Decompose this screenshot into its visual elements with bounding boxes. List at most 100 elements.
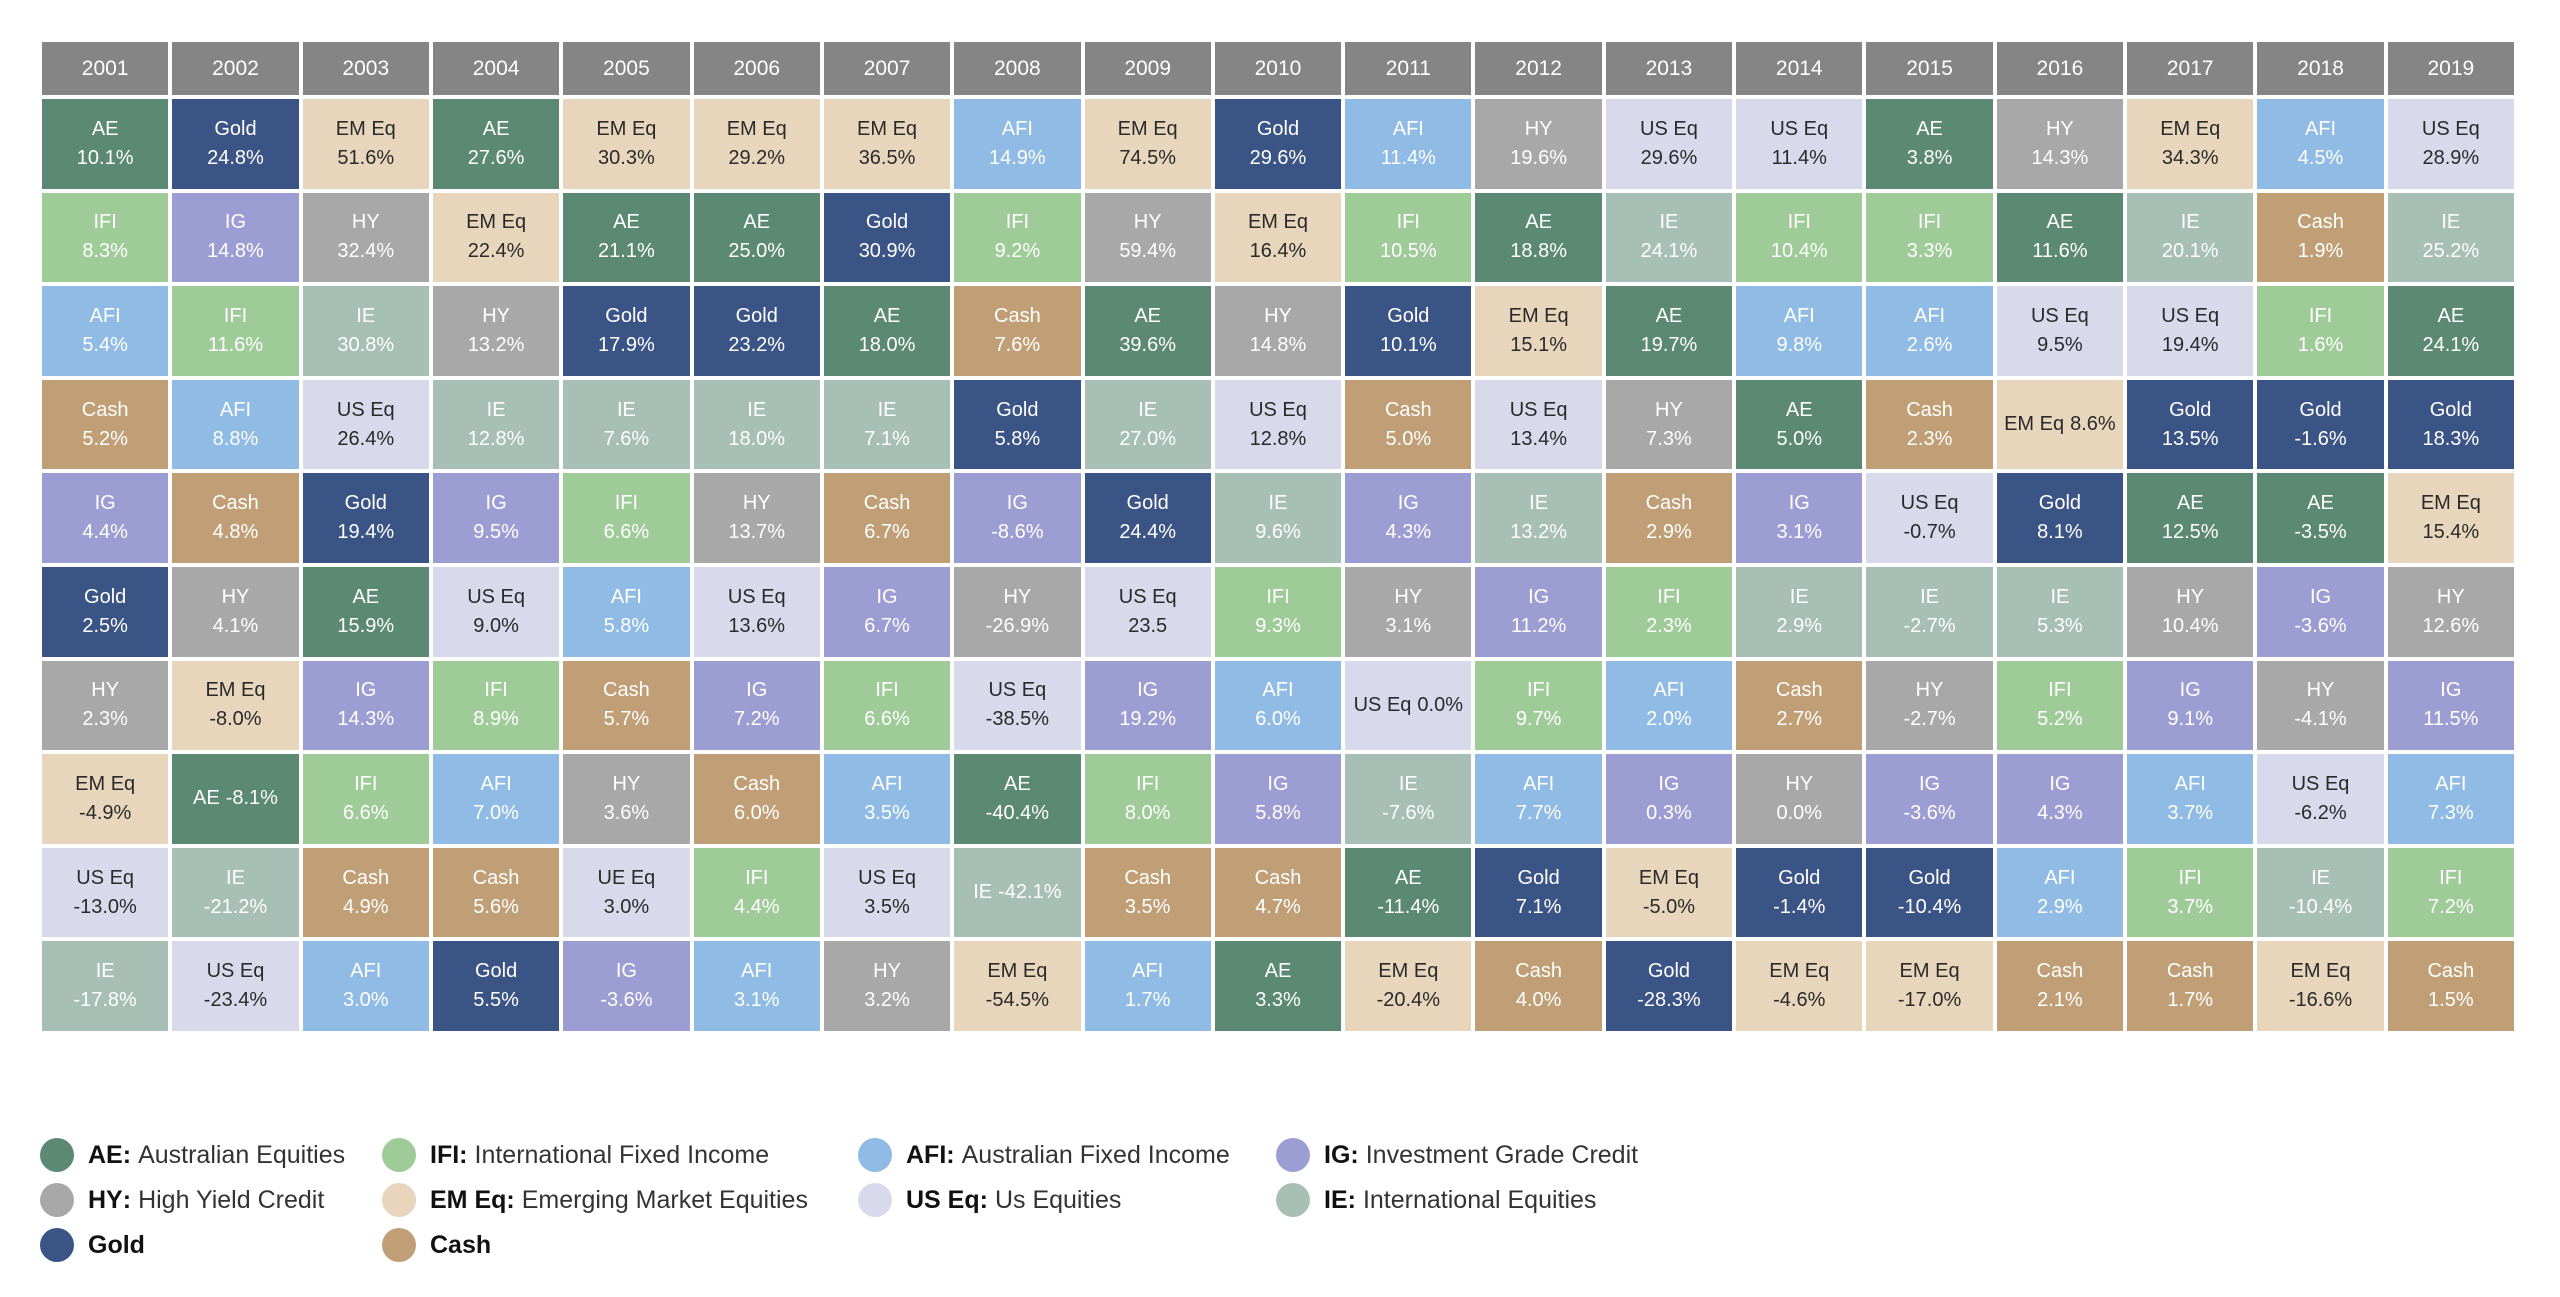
asset-label: AE xyxy=(1394,866,1422,889)
asset-label: US Eq xyxy=(1118,585,1177,608)
return-value: -0.7% xyxy=(1903,521,1956,544)
return-cell-2006-4: IE 18.0% xyxy=(693,379,820,470)
return-value: 7.6% xyxy=(603,427,650,450)
return-cell-2012-5: IE 13.2% xyxy=(1475,473,1602,563)
return-value: -26.9% xyxy=(985,614,1050,637)
return-cell-2001-8: EM Eq -4.9% xyxy=(42,754,169,844)
return-value: 17.9% xyxy=(598,333,655,356)
return-value: 7.1% xyxy=(864,427,910,450)
return-cell-2006-3: Gold 23.2% xyxy=(693,286,820,376)
return-value: 7.2% xyxy=(2428,895,2474,918)
asset-label: HY xyxy=(2306,679,2335,702)
return-cell-2005-4: IE 7.6% xyxy=(563,379,690,470)
return-cell-2003-10: AFI 3.0% xyxy=(302,941,429,1031)
return-value: 1.7% xyxy=(2167,989,2213,1012)
return-value: 14.8% xyxy=(1249,333,1307,356)
return-value: 25.2% xyxy=(2422,240,2480,263)
return-cell-2002-1: Gold 24.8% xyxy=(172,99,299,189)
legend-swatch xyxy=(1276,1138,1310,1172)
year-header-2005: 2005 xyxy=(563,42,690,95)
year-header-2010: 2010 xyxy=(1214,42,1342,95)
return-cell-2005-3: Gold 17.9% xyxy=(563,286,690,376)
asset-label: Cash xyxy=(212,492,259,515)
return-value: 21.1% xyxy=(598,240,655,263)
asset-label: AFI xyxy=(1914,304,1946,327)
return-cell-2006-10: AFI 3.1% xyxy=(693,941,820,1031)
return-value: 74.5% xyxy=(1119,146,1177,169)
return-value: -2.7% xyxy=(1903,708,1956,731)
return-value: 3.3% xyxy=(1255,989,1301,1012)
asset-label: AFI xyxy=(1262,679,1294,702)
return-value: -8.6% xyxy=(991,521,1044,544)
return-cell-2018-2: Cash 1.9% xyxy=(2257,192,2384,283)
return-value: 29.6% xyxy=(1640,146,1698,169)
return-value: 18.3% xyxy=(2422,427,2480,450)
return-value: -5.0% xyxy=(1642,895,1696,918)
return-value: -3.6% xyxy=(2294,614,2347,637)
return-cell-2015-10: EM Eq -17.0% xyxy=(1866,941,1993,1031)
return-cell-2019-7: IG 11.5% xyxy=(2387,660,2514,751)
return-value: 18.0% xyxy=(858,333,916,356)
return-value: 14.3% xyxy=(337,708,395,731)
return-cell-2012-10: Cash 4.0% xyxy=(1475,941,1602,1031)
year-header-2014: 2014 xyxy=(1736,42,1863,95)
return-value: 6.0% xyxy=(1255,708,1301,731)
return-cell-2014-5: IG 3.1% xyxy=(1736,473,1863,563)
asset-label: HY xyxy=(351,211,380,234)
return-cell-2019-8: AFI 7.3% xyxy=(2387,754,2514,844)
asset-label: IG xyxy=(1006,492,1028,515)
return-cell-2018-5: AE -3.5% xyxy=(2257,473,2384,563)
year-header-2013: 2013 xyxy=(1605,42,1733,95)
return-value: -16.6% xyxy=(2288,989,2353,1012)
return-cell-2011-5: IG 4.3% xyxy=(1345,473,1472,563)
return-value: -3.6% xyxy=(1903,801,1956,824)
asset-label: EM Eq xyxy=(857,117,918,140)
return-value: 5.8% xyxy=(1255,801,1301,824)
asset-label: US Eq xyxy=(2161,304,2220,327)
return-value: 23.5 xyxy=(1128,614,1168,637)
return-cell-2003-7: IG 14.3% xyxy=(302,660,429,751)
return-cell-2001-9: US Eq -13.0% xyxy=(42,847,169,938)
return-value: 4.3% xyxy=(1385,521,1432,544)
return-value: 5.7% xyxy=(603,708,650,731)
legend-name: Investment Grade Credit xyxy=(1365,1140,1639,1169)
return-value: 30.3% xyxy=(598,146,655,169)
asset-label: AFI xyxy=(1392,117,1424,140)
asset-label: US Eq xyxy=(1770,117,1829,140)
return-cell-2002-10: US Eq -23.4% xyxy=(172,941,299,1031)
return-value: 12.8% xyxy=(467,427,525,450)
return-cell-2001-7: HY 2.3% xyxy=(42,660,169,751)
asset-label: IE xyxy=(486,398,506,421)
asset-label: Cash xyxy=(81,398,129,421)
return-value: 19.4% xyxy=(337,521,395,544)
legend-swatch xyxy=(382,1228,416,1262)
return-value: 15.4% xyxy=(2422,521,2480,544)
return-cell-2016-10: Cash 2.1% xyxy=(1996,941,2124,1031)
return-cell-2010-6: IFI 9.3% xyxy=(1214,567,1342,657)
asset-label: IE xyxy=(2180,211,2200,234)
asset-label: UE Eq xyxy=(597,866,656,889)
asset-label: AFI xyxy=(1001,117,1033,140)
return-cell-2001-1: AE 10.1% xyxy=(42,99,169,189)
return-value: -8.0% xyxy=(209,708,262,731)
asset-label: EM Eq xyxy=(1508,304,1569,327)
asset-label: Gold xyxy=(1126,492,1169,515)
asset-label: HY xyxy=(742,492,771,515)
return-cell-2010-4: US Eq 12.8% xyxy=(1214,379,1342,470)
return-cell-2005-10: IG -3.6% xyxy=(563,941,690,1031)
year-header-2015: 2015 xyxy=(1866,42,1993,95)
asset-label: Cash xyxy=(863,492,911,515)
return-cell-2016-2: AE 11.6% xyxy=(1996,192,2124,283)
asset-label: EM Eq xyxy=(987,960,1048,983)
return-value: -3.6% xyxy=(600,989,653,1012)
return-cell-2019-2: IE 25.2% xyxy=(2387,192,2514,283)
return-value: 19.6% xyxy=(1510,146,1567,169)
year-header-2004: 2004 xyxy=(432,42,560,95)
return-value: 34.3% xyxy=(2161,146,2219,169)
return-value: 1.5% xyxy=(2428,989,2474,1012)
legend-swatch xyxy=(858,1183,892,1217)
return-value: 4.5% xyxy=(2297,146,2344,169)
return-cell-2001-3: AFI 5.4% xyxy=(42,286,169,376)
year-header-2008: 2008 xyxy=(954,42,1081,95)
